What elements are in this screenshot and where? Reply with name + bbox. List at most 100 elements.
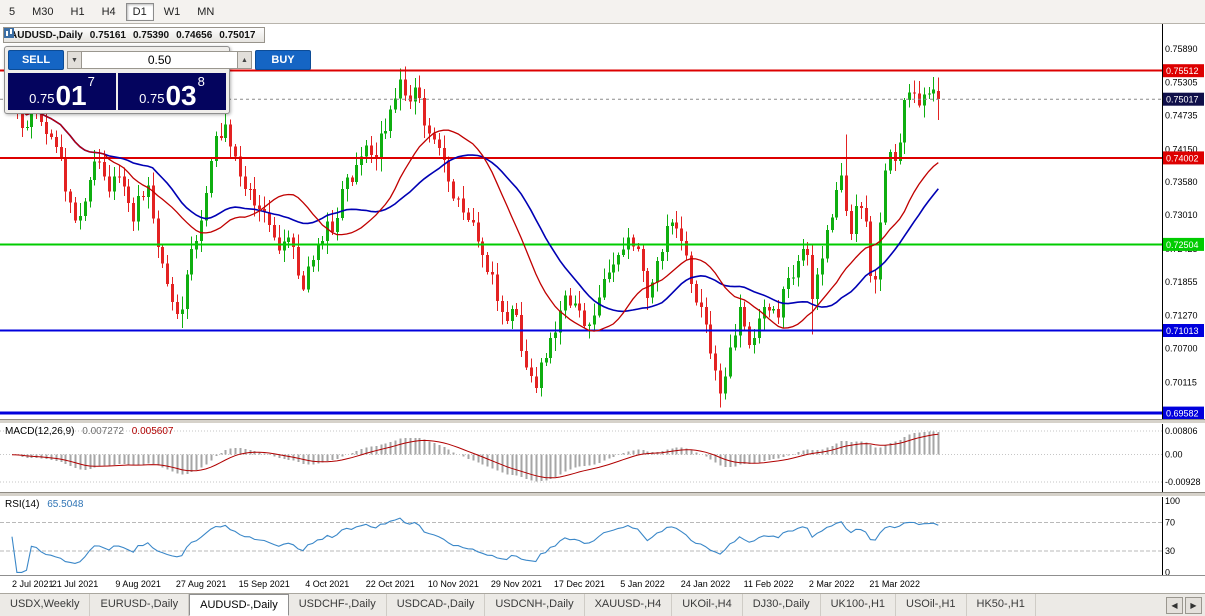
svg-text:0.72504: 0.72504 — [1166, 240, 1199, 250]
buy-price-prefix: 0.75 — [139, 91, 165, 106]
macd-indicator-panel[interactable]: 0.00806 0.00 -0.00928 MACD(12,26,9) 0.0072… — [0, 424, 1205, 492]
svg-text:0.74150: 0.74150 — [1165, 144, 1198, 154]
chart-tab-usoil-h1[interactable]: USOil-,H1 — [896, 594, 967, 616]
panel-splitter[interactable] — [0, 419, 1205, 424]
volume-field: ▼ ▲ — [67, 51, 252, 69]
svg-text:0.00806: 0.00806 — [1165, 426, 1198, 436]
timeframe-button-mn[interactable]: MN — [190, 3, 221, 21]
chart-tab-uk100-h1[interactable]: UK100-,H1 — [821, 594, 897, 616]
time-axis: 2 Jul 2021 21 Jul 2021 9 Aug 2021 27 Aug 20… — [0, 575, 1205, 593]
svg-text:0.75017: 0.75017 — [1166, 95, 1199, 105]
timeframe-button-w1[interactable]: W1 — [157, 3, 188, 21]
x-axis-label: 15 Sep 2021 — [238, 579, 290, 589]
price-chart-panel[interactable]: 0.75890 0.75305 0.74735 0.74150 0.73580 0.730… — [0, 24, 1205, 419]
timeframe-toolbar: 5 M30 H1 H4 D1 W1 MN — [0, 0, 1205, 24]
volume-decrease-button[interactable]: ▼ — [67, 51, 82, 69]
macd-header: MACD(12,26,9) 0.007272 0.005607 — [5, 426, 173, 437]
sell-price-pip-digit: 7 — [87, 74, 95, 89]
chart-tab-usdcad-daily[interactable]: USDCAD-,Daily — [387, 594, 486, 616]
ohlc-low: 0.74656 — [176, 29, 213, 41]
sell-price[interactable]: 0.75 01 7 — [8, 73, 116, 110]
horizontal-level-lines[interactable] — [0, 69, 1162, 415]
x-axis-label: 10 Nov 2021 — [427, 579, 479, 589]
chart-symbol-period: AUDUSD-,Daily — [10, 29, 83, 41]
macd-signal-value: 0.005607 — [131, 426, 174, 437]
rsi-value: 65.5048 — [47, 499, 84, 510]
x-axis-label: 9 Aug 2021 — [115, 579, 161, 589]
svg-text:70: 70 — [1165, 517, 1175, 527]
svg-text:0.75890: 0.75890 — [1165, 44, 1198, 54]
svg-text:0.70115: 0.70115 — [1165, 377, 1197, 387]
tab-scrollers: ◀ ▶ — [1166, 594, 1205, 616]
svg-text:0.73010: 0.73010 — [1165, 210, 1198, 220]
x-axis-label: 29 Nov 2021 — [490, 579, 542, 589]
svg-text:30: 30 — [1165, 546, 1175, 556]
chart-tabs: USDX,Weekly EURUSD-,Daily AUDUSD-,Daily USD… — [0, 594, 1036, 616]
buy-button[interactable]: BUY — [255, 50, 311, 70]
chart-tab-eurusd-daily[interactable]: EURUSD-,Daily — [90, 594, 190, 616]
chart-tab-ukoil-h4[interactable]: UKOil-,H4 — [672, 594, 743, 616]
buy-price-pip-digit: 8 — [197, 74, 205, 89]
chart-tab-audusd-daily[interactable]: AUDUSD-,Daily — [189, 594, 289, 616]
svg-text:0.71270: 0.71270 — [1165, 311, 1198, 321]
x-axis-label: 4 Oct 2021 — [305, 579, 350, 589]
x-axis-label: 2 Mar 2022 — [808, 579, 855, 589]
chart-tab-xauusd-h4[interactable]: XAUUSD-,H4 — [585, 594, 673, 616]
x-axis-label: 27 Aug 2021 — [175, 579, 227, 589]
timeframe-button-d1[interactable]: D1 — [125, 2, 154, 21]
sell-price-big-digits: 01 — [55, 80, 87, 112]
svg-text:0.74002: 0.74002 — [1166, 153, 1199, 163]
svg-text:0.75512: 0.75512 — [1166, 66, 1199, 76]
ma-slow-line — [11, 89, 939, 313]
timeframe-button-h4[interactable]: H4 — [95, 3, 123, 21]
svg-text:0.73580: 0.73580 — [1165, 177, 1198, 187]
x-axis-label: 21 Mar 2022 — [869, 579, 920, 589]
tab-scroll-left-button[interactable]: ◀ — [1166, 596, 1183, 614]
x-axis-label: 22 Oct 2021 — [365, 579, 415, 589]
ohlc-high: 0.75390 — [132, 29, 170, 41]
chart-window-title[interactable]: AUDUSD-,Daily 0.75161 0.75390 0.74656 0.… — [3, 27, 266, 43]
chart-window-icon — [4, 28, 14, 38]
rsi-indicator-panel[interactable]: 100 70 30 0 RSI(14) 65.5048 — [0, 497, 1205, 575]
sell-button[interactable]: SELL — [8, 50, 64, 70]
buy-price[interactable]: 0.75 03 8 — [118, 73, 226, 110]
chart-tab-usdchf-daily[interactable]: USDCHF-,Daily — [289, 594, 387, 616]
svg-text:0.75305: 0.75305 — [1165, 78, 1198, 88]
svg-text:0.70700: 0.70700 — [1165, 344, 1198, 354]
svg-text:0.74735: 0.74735 — [1165, 111, 1198, 121]
volume-increase-button[interactable]: ▲ — [237, 51, 252, 69]
timeframe-button-m30[interactable]: M30 — [25, 3, 60, 21]
svg-text:0.71013: 0.71013 — [1166, 326, 1199, 336]
timeframe-button-h1[interactable]: H1 — [64, 3, 92, 21]
x-axis-label: 17 Dec 2021 — [553, 579, 605, 589]
rsi-header: RSI(14) 65.5048 — [5, 499, 83, 510]
macd-signal-line — [11, 433, 939, 479]
sell-price-prefix: 0.75 — [29, 91, 55, 106]
svg-text:0.69582: 0.69582 — [1166, 409, 1199, 419]
x-axis-label: 2 Jul 2021 — [12, 579, 54, 589]
price-badges: 0.75512 0.74002 0.72504 0.71013 0.69582 0.750… — [1163, 64, 1204, 419]
ohlc-close: 0.75017 — [219, 29, 256, 41]
macd-chart-surface[interactable]: 0.00806 0.00 -0.00928 — [0, 424, 1205, 492]
svg-text:0.00: 0.00 — [1165, 450, 1183, 460]
timeframe-button-5[interactable]: 5 — [2, 3, 22, 21]
macd-label: MACD(12,26,9) — [5, 426, 75, 437]
chart-tab-bar: USDX,Weekly EURUSD-,Daily AUDUSD-,Daily USD… — [0, 593, 1205, 616]
svg-text:0.71855: 0.71855 — [1165, 277, 1198, 287]
volume-input[interactable] — [82, 51, 237, 69]
candlesticks — [11, 62, 940, 408]
svg-text:100: 100 — [1165, 497, 1180, 506]
rsi-label: RSI(14) — [5, 499, 40, 510]
rsi-line — [11, 517, 939, 573]
rsi-chart-surface[interactable]: 100 70 30 0 — [0, 497, 1205, 575]
buy-price-big-digits: 03 — [165, 80, 197, 112]
svg-text:0: 0 — [1165, 567, 1170, 575]
chart-tab-usdcnh-daily[interactable]: USDCNH-,Daily — [485, 594, 585, 616]
chart-tab-usdx-weekly[interactable]: USDX,Weekly — [0, 594, 91, 616]
chart-tab-dj30-daily[interactable]: DJ30-,Daily — [743, 594, 821, 616]
tab-scroll-right-button[interactable]: ▶ — [1185, 596, 1202, 614]
x-axis-label: 11 Feb 2022 — [743, 579, 794, 589]
panel-splitter[interactable] — [0, 492, 1205, 497]
chart-tab-hk50-h1[interactable]: HK50-,H1 — [967, 594, 1036, 616]
